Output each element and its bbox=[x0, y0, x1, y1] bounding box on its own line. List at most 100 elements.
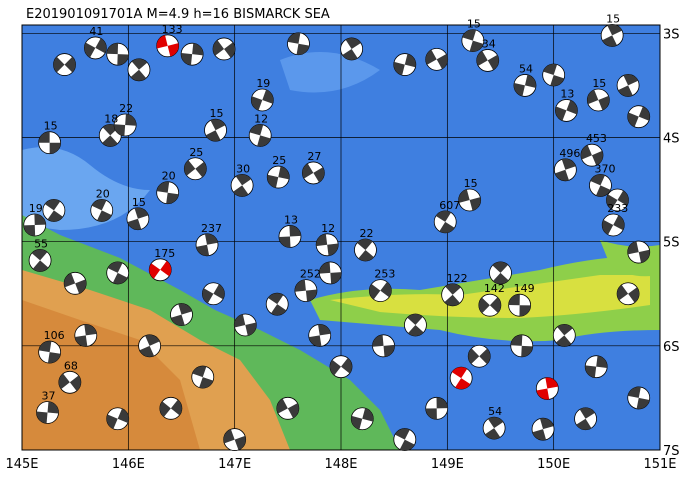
compression-quadrant bbox=[451, 367, 471, 390]
beachball bbox=[83, 36, 107, 60]
beachball bbox=[183, 157, 207, 181]
compression-quadrant bbox=[91, 199, 112, 222]
compression-quadrant bbox=[627, 241, 650, 263]
beachball bbox=[106, 407, 130, 431]
compression-quadrant bbox=[36, 401, 59, 424]
compression-quadrant bbox=[627, 386, 650, 409]
compression-quadrant bbox=[468, 348, 491, 365]
depth-label: 54 bbox=[488, 405, 502, 418]
lat-label: 6S bbox=[663, 340, 680, 355]
compression-quadrant bbox=[319, 261, 342, 284]
beachball bbox=[126, 207, 150, 231]
compression-quadrant bbox=[618, 74, 639, 97]
lat-label: 5S bbox=[663, 236, 680, 251]
beachball bbox=[340, 37, 364, 61]
compression-quadrant bbox=[394, 428, 415, 451]
beachball bbox=[552, 324, 576, 347]
depth-label: 122 bbox=[447, 272, 468, 285]
compression-quadrant bbox=[606, 190, 629, 210]
beachball bbox=[467, 344, 491, 368]
compression-quadrant bbox=[393, 53, 416, 76]
beachball bbox=[138, 334, 162, 358]
beachball bbox=[433, 210, 457, 234]
compression-quadrant bbox=[64, 273, 87, 294]
depth-label: 370 bbox=[594, 162, 615, 175]
beachball bbox=[476, 49, 500, 72]
compression-quadrant bbox=[106, 43, 129, 66]
beachball bbox=[266, 165, 290, 189]
compression-quadrant bbox=[159, 399, 182, 417]
beachball bbox=[58, 370, 82, 394]
compression-quadrant bbox=[357, 239, 374, 261]
compression-quadrant bbox=[580, 145, 603, 166]
depth-label: 252 bbox=[300, 268, 321, 281]
beachball bbox=[204, 118, 227, 142]
depth-label: 15 bbox=[592, 77, 606, 90]
beachball bbox=[449, 366, 473, 390]
beachball bbox=[23, 213, 47, 237]
beachball bbox=[223, 428, 247, 451]
compression-quadrant bbox=[276, 398, 299, 419]
beachball bbox=[195, 233, 219, 257]
beachball bbox=[553, 158, 577, 182]
compression-quadrant bbox=[196, 233, 218, 256]
compression-quadrant bbox=[44, 199, 63, 222]
map-frame bbox=[21, 24, 661, 451]
beachball bbox=[393, 428, 417, 451]
beachball bbox=[201, 282, 225, 306]
beachball bbox=[38, 131, 62, 155]
depth-label: 13 bbox=[284, 213, 298, 226]
beachball bbox=[248, 124, 272, 147]
compression-quadrant bbox=[369, 281, 392, 300]
compression-quadrant bbox=[602, 215, 625, 235]
depth-label: 27 bbox=[307, 150, 321, 163]
compression-quadrant bbox=[476, 50, 499, 70]
compression-quadrant bbox=[213, 40, 236, 58]
lat-label: 7S bbox=[663, 444, 680, 459]
beachball bbox=[250, 88, 274, 112]
beachball bbox=[53, 53, 76, 76]
compression-quadrant bbox=[462, 29, 484, 52]
beachball bbox=[74, 324, 98, 347]
compression-quadrant bbox=[425, 397, 448, 420]
compression-quadrant bbox=[444, 283, 461, 306]
depth-label: 41 bbox=[89, 25, 103, 38]
beachball bbox=[63, 271, 87, 295]
lat-label: 4S bbox=[663, 132, 680, 147]
beachball bbox=[478, 293, 502, 317]
beachball bbox=[535, 377, 559, 400]
compression-quadrant bbox=[342, 37, 361, 60]
beachball bbox=[278, 225, 302, 248]
beachball bbox=[441, 283, 465, 307]
depth-label: 22 bbox=[359, 227, 373, 240]
depth-label: 607 bbox=[439, 199, 460, 212]
compression-quadrant bbox=[58, 373, 81, 391]
compression-quadrant bbox=[205, 119, 226, 142]
beachball bbox=[113, 113, 137, 137]
compression-quadrant bbox=[555, 324, 573, 347]
compression-quadrant bbox=[287, 32, 310, 55]
depth-label: 19 bbox=[29, 202, 43, 215]
depth-label: 233 bbox=[607, 202, 628, 215]
compression-quadrant bbox=[31, 249, 49, 272]
depth-label: 68 bbox=[64, 359, 78, 372]
compression-quadrant bbox=[38, 131, 61, 154]
map-title: E201901091701A M=4.9 h=16 BISMARCK SEA bbox=[26, 7, 330, 22]
compression-quadrant bbox=[435, 210, 455, 233]
beachball bbox=[510, 334, 534, 358]
beachball bbox=[127, 58, 151, 82]
depth-label: 55 bbox=[34, 237, 48, 250]
compression-quadrant bbox=[107, 261, 128, 284]
beachball bbox=[230, 174, 254, 197]
compression-quadrant bbox=[38, 341, 61, 364]
compression-quadrant bbox=[555, 100, 578, 121]
beachball bbox=[329, 355, 353, 379]
beachball bbox=[90, 199, 114, 222]
beachball bbox=[458, 188, 482, 212]
compression-quadrant bbox=[233, 174, 252, 197]
compression-quadrant bbox=[139, 334, 160, 357]
compression-quadrant bbox=[114, 114, 137, 136]
depth-label: 15 bbox=[467, 18, 481, 31]
depth-label: 15 bbox=[132, 196, 146, 209]
depth-label: 15 bbox=[44, 120, 58, 133]
